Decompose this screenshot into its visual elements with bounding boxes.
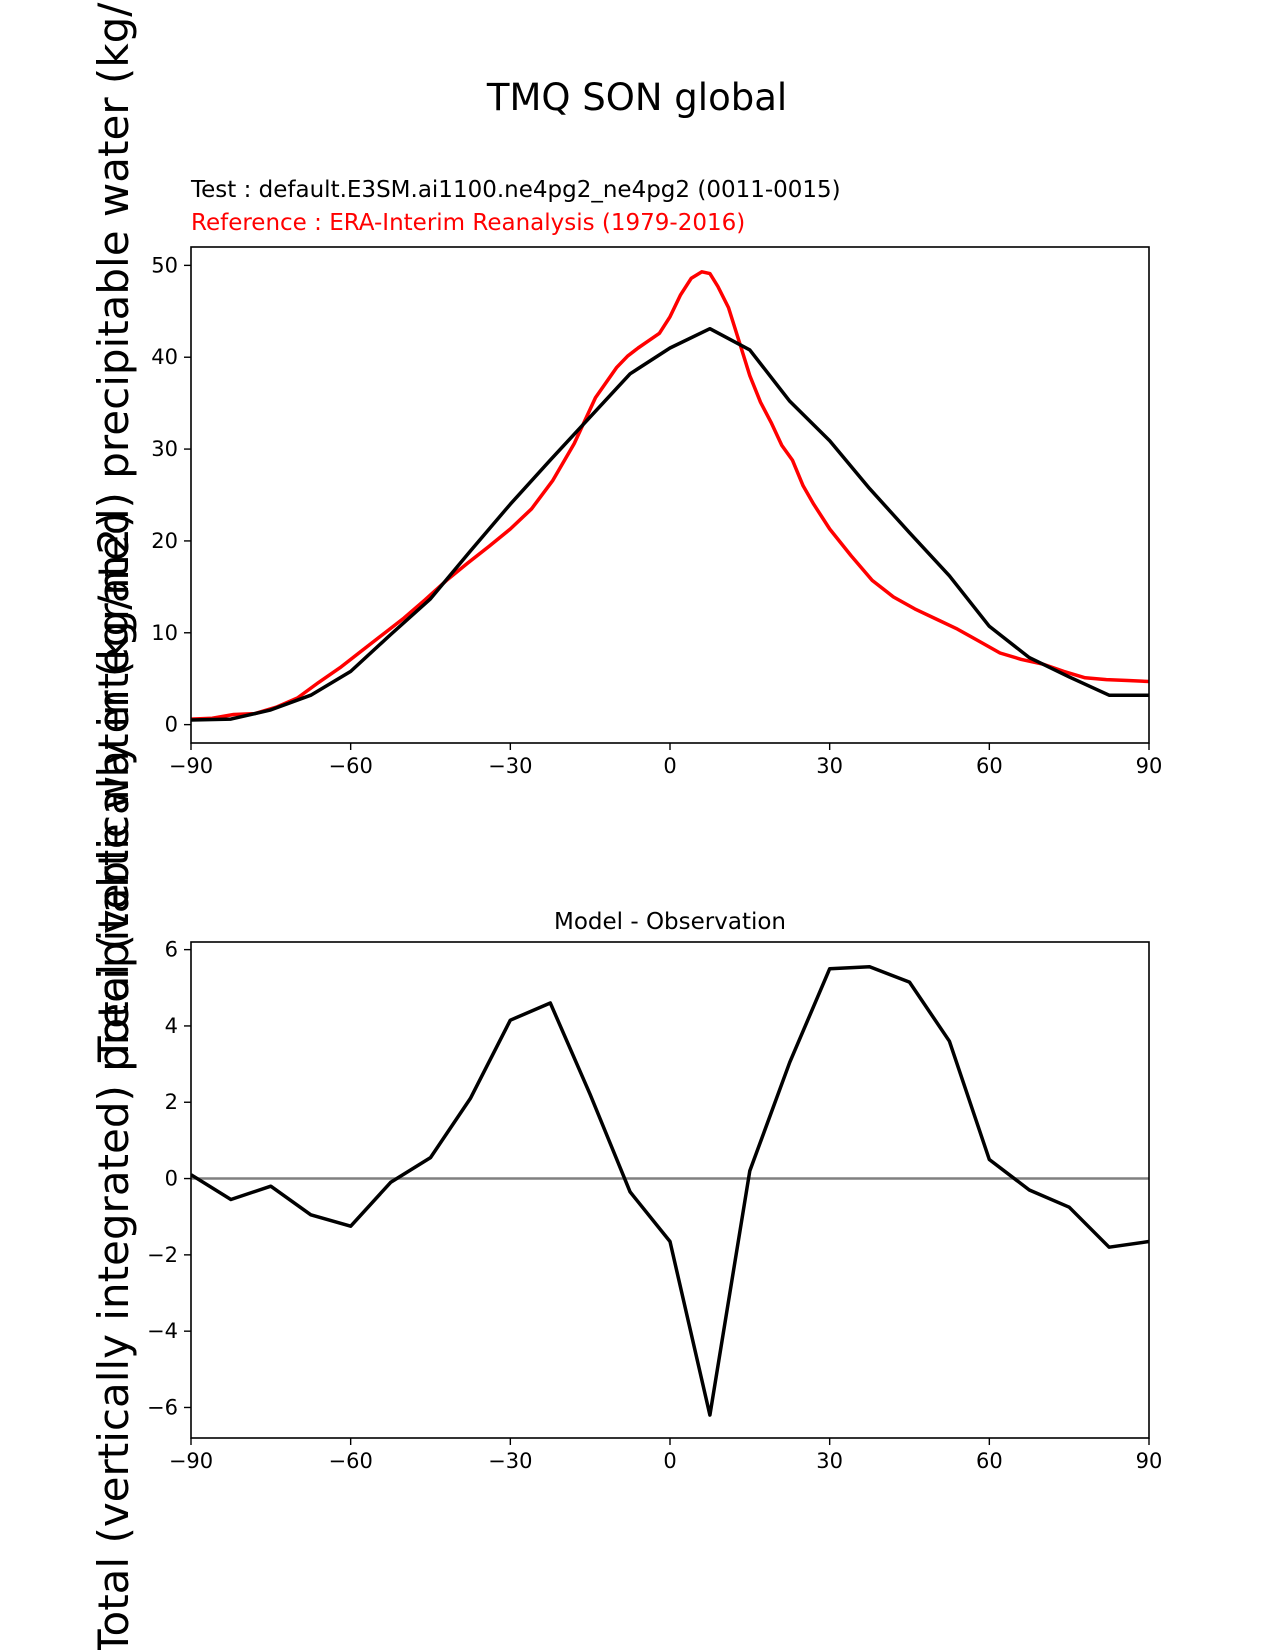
y-tick-label: 50	[151, 253, 178, 277]
y-tick-label: 2	[165, 1090, 178, 1114]
x-tick-label: −30	[488, 1449, 532, 1473]
series-line-test	[191, 326, 1149, 722]
x-tick-label: −60	[329, 754, 373, 778]
x-tick-label: −60	[329, 1449, 373, 1473]
series-line-reference	[191, 270, 1149, 721]
x-tick-label: 0	[663, 754, 676, 778]
x-tick-label: −90	[169, 754, 213, 778]
reference-title: Reference : ERA-Interim Reanalysis (1979…	[191, 210, 745, 236]
y-axis-label-overlap: Total (vertically integrated) precipitab…	[89, 0, 138, 1063]
zonal-mean-panel: −90 −60 −30 0 30 60 90 0 10 20 30 40 50	[151, 246, 1163, 778]
x-tick-label: 60	[976, 754, 1003, 778]
y-tick-label: −2	[147, 1243, 178, 1267]
y-axis-label: Total (vertically integrated) precipitab…	[89, 512, 138, 1650]
y-tick-label: 20	[151, 529, 178, 553]
x-tick-label: 90	[1136, 754, 1163, 778]
difference-panel: −90 −60 −30 0 30 60 90 −6 −4 −2 0 2 4 6	[147, 938, 1162, 1473]
series-line-test	[191, 965, 1149, 1417]
y-tick-label: −4	[147, 1319, 178, 1343]
x-tick-label: 0	[663, 1449, 676, 1473]
y-tick-label: 30	[151, 437, 178, 461]
y-tick-label: 6	[165, 938, 178, 962]
y-tick-label: 0	[165, 1167, 178, 1191]
axes-frame	[190, 246, 1150, 744]
y-tick-label: 0	[165, 713, 178, 737]
y-tick-label: −6	[147, 1395, 178, 1419]
axes-frame	[190, 941, 1150, 1439]
x-tick-label: 90	[1136, 1449, 1163, 1473]
x-tick-label: 30	[816, 754, 843, 778]
x-tick-label: −30	[488, 754, 532, 778]
y-tick-label: 40	[151, 345, 178, 369]
x-tick-label: 30	[816, 1449, 843, 1473]
figure-title: TMQ SON global	[486, 76, 787, 119]
y-tick-label: 4	[165, 1014, 178, 1038]
x-tick-label: 60	[976, 1449, 1003, 1473]
x-tick-label: −90	[169, 1449, 213, 1473]
difference-panel-title: Model - Observation	[554, 909, 786, 935]
test-run-title: Test : default.E3SM.ai1100.ne4pg2_ne4pg2…	[190, 177, 841, 203]
y-tick-label: 10	[151, 621, 178, 645]
